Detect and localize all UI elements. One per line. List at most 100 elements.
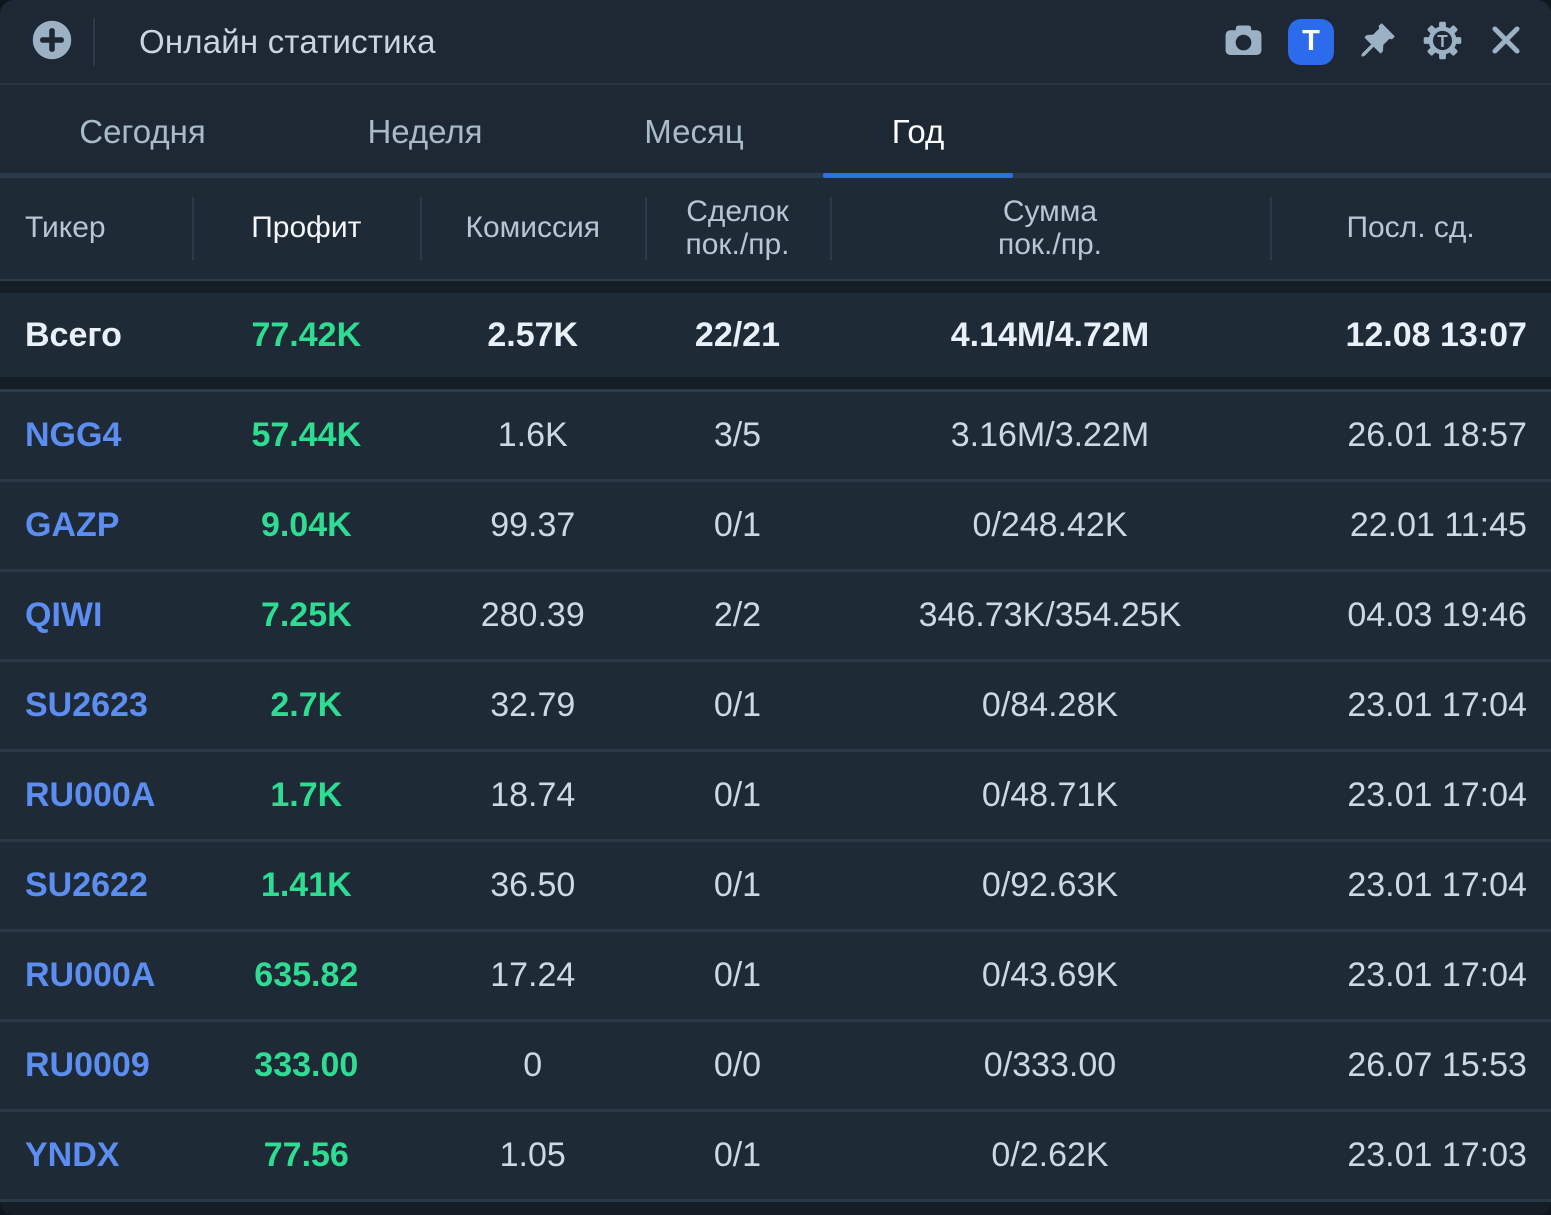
total-profit: 77.42K	[251, 315, 362, 354]
trades-cell: 0/0	[713, 1046, 762, 1084]
table-row[interactable]: YNDX 77.56 1.05 0/1 0/2.62K 23.01 17:03	[0, 1112, 1551, 1202]
tab-year[interactable]: Год	[823, 85, 1013, 178]
commission-cell: 17.24	[490, 956, 576, 994]
titlebar: Онлайн статистика T	[0, 0, 1551, 85]
table-row[interactable]: NGG4 57.44K 1.6K 3/5 3.16M/3.22M 26.01 1…	[0, 392, 1551, 482]
window-title: Онлайн статистика	[139, 22, 436, 60]
total-commission: 2.57K	[487, 315, 579, 354]
column-header-last-trade[interactable]: Посл. сд.	[1270, 178, 1551, 279]
svg-text:T: T	[1437, 31, 1448, 50]
table-row-total[interactable]: Всего 77.42K 2.57K 22/21 4.14M/4.72M 12.…	[0, 293, 1551, 377]
commission-cell: 18.74	[490, 776, 576, 814]
last-trade-cell: 23.01 17:04	[1347, 866, 1527, 904]
volume-cell: 0/48.71K	[981, 776, 1119, 814]
trades-cell: 0/1	[713, 1136, 762, 1174]
column-header-volume[interactable]: Сумма пок./пр.	[829, 178, 1270, 279]
bottom-strip	[0, 1202, 1551, 1215]
ticker-cell: SU2622	[25, 866, 148, 904]
close-icon	[1487, 21, 1525, 62]
profit-cell: 9.04K	[260, 506, 352, 544]
volume-cell: 3.16M/3.22M	[950, 416, 1150, 454]
trades-cell: 0/1	[713, 506, 762, 544]
profit-cell: 7.25K	[260, 596, 352, 634]
volume-cell: 0/248.42K	[972, 506, 1128, 544]
separator-band	[0, 281, 1551, 293]
table-row[interactable]: SU2622 1.41K 36.50 0/1 0/92.63K 23.01 17…	[0, 842, 1551, 932]
ticker-cell: YNDX	[25, 1136, 120, 1174]
table-row[interactable]: SU2623 2.7K 32.79 0/1 0/84.28K 23.01 17:…	[0, 662, 1551, 752]
trades-cell: 0/1	[713, 866, 762, 904]
separator-band	[0, 377, 1551, 392]
tab-week[interactable]: Неделя	[367, 112, 483, 150]
column-header-commission[interactable]: Комиссия	[420, 178, 645, 279]
pin-button[interactable]	[1358, 20, 1398, 63]
column-header-ticker[interactable]: Тикер	[25, 211, 106, 245]
column-header-profit[interactable]: Профит	[192, 178, 420, 279]
titlebar-divider	[93, 17, 95, 66]
text-mode-button[interactable]: T	[1288, 18, 1334, 65]
ticker-cell: GAZP	[25, 506, 120, 544]
table-header: Тикер Профит Комиссия Сделок пок./пр. Су…	[0, 178, 1551, 281]
trades-cell: 2/2	[713, 596, 762, 634]
total-last-trade: 12.08 13:07	[1345, 315, 1527, 354]
commission-cell: 32.79	[490, 686, 576, 724]
table-row[interactable]: QIWI 7.25K 280.39 2/2 346.73K/354.25K 04…	[0, 572, 1551, 662]
table-row[interactable]: RU0009 333.00 0 0/0 0/333.00 26.07 15:53	[0, 1022, 1551, 1112]
volume-cell: 0/43.69K	[981, 956, 1119, 994]
commission-cell: 280.39	[480, 596, 585, 634]
last-trade-cell: 23.01 17:04	[1347, 956, 1527, 994]
column-header-trades[interactable]: Сделок пок./пр.	[645, 178, 830, 279]
tab-month[interactable]: Месяц	[644, 112, 744, 150]
profit-cell: 2.7K	[270, 686, 343, 724]
last-trade-cell: 26.07 15:53	[1347, 1046, 1527, 1084]
text-mode-button-label: T	[1302, 25, 1320, 57]
ticker-cell: RU000A	[25, 956, 156, 994]
ticker-cell: RU000A	[25, 776, 156, 814]
last-trade-cell: 22.01 11:45	[1349, 506, 1527, 544]
profit-cell: 57.44K	[251, 416, 362, 454]
add-button[interactable]	[31, 19, 73, 64]
volume-cell: 0/92.63K	[981, 866, 1119, 904]
trades-cell: 0/1	[713, 956, 762, 994]
last-trade-cell: 23.01 17:03	[1347, 1136, 1527, 1174]
ticker-cell: RU0009	[25, 1046, 150, 1084]
volume-cell: 0/2.62K	[991, 1136, 1109, 1174]
screenshot-button[interactable]	[1223, 20, 1264, 64]
profit-cell: 77.56	[263, 1136, 349, 1174]
commission-cell: 36.50	[490, 866, 576, 904]
trades-cell: 3/5	[713, 416, 762, 454]
volume-cell: 0/84.28K	[981, 686, 1119, 724]
profit-cell: 1.7K	[270, 776, 343, 814]
last-trade-cell: 04.03 19:46	[1347, 596, 1527, 634]
settings-button[interactable]: T	[1422, 20, 1463, 64]
total-volume: 4.14M/4.72M	[950, 315, 1150, 354]
table-row[interactable]: RU000A 1.7K 18.74 0/1 0/48.71K 23.01 17:…	[0, 752, 1551, 842]
plus-circle-icon	[31, 19, 73, 64]
trades-cell: 0/1	[713, 776, 762, 814]
ticker-cell: SU2623	[25, 686, 148, 724]
last-trade-cell: 23.01 17:04	[1347, 776, 1527, 814]
titlebar-actions: T	[1223, 18, 1525, 65]
close-button[interactable]	[1487, 21, 1525, 62]
table-row[interactable]: RU000A 635.82 17.24 0/1 0/43.69K 23.01 1…	[0, 932, 1551, 1022]
profit-cell: 635.82	[254, 956, 359, 994]
last-trade-cell: 26.01 18:57	[1347, 416, 1527, 454]
total-label: Всего	[25, 315, 122, 354]
commission-cell: 1.6K	[497, 416, 568, 454]
volume-cell: 0/333.00	[983, 1046, 1117, 1084]
settings-gear-icon: T	[1422, 20, 1463, 64]
profit-cell: 333.00	[254, 1046, 359, 1084]
tab-today[interactable]: Сегодня	[79, 112, 206, 150]
ticker-cell: QIWI	[25, 596, 103, 634]
volume-cell: 346.73K/354.25K	[918, 596, 1182, 634]
total-trades: 22/21	[694, 315, 781, 354]
trades-cell: 0/1	[713, 686, 762, 724]
commission-cell: 0	[523, 1046, 543, 1084]
table-row[interactable]: GAZP 9.04K 99.37 0/1 0/248.42K 22.01 11:…	[0, 482, 1551, 572]
camera-icon	[1223, 20, 1264, 64]
commission-cell: 1.05	[499, 1136, 566, 1174]
ticker-cell: NGG4	[25, 416, 122, 454]
last-trade-cell: 23.01 17:04	[1347, 686, 1527, 724]
profit-cell: 1.41K	[260, 866, 352, 904]
